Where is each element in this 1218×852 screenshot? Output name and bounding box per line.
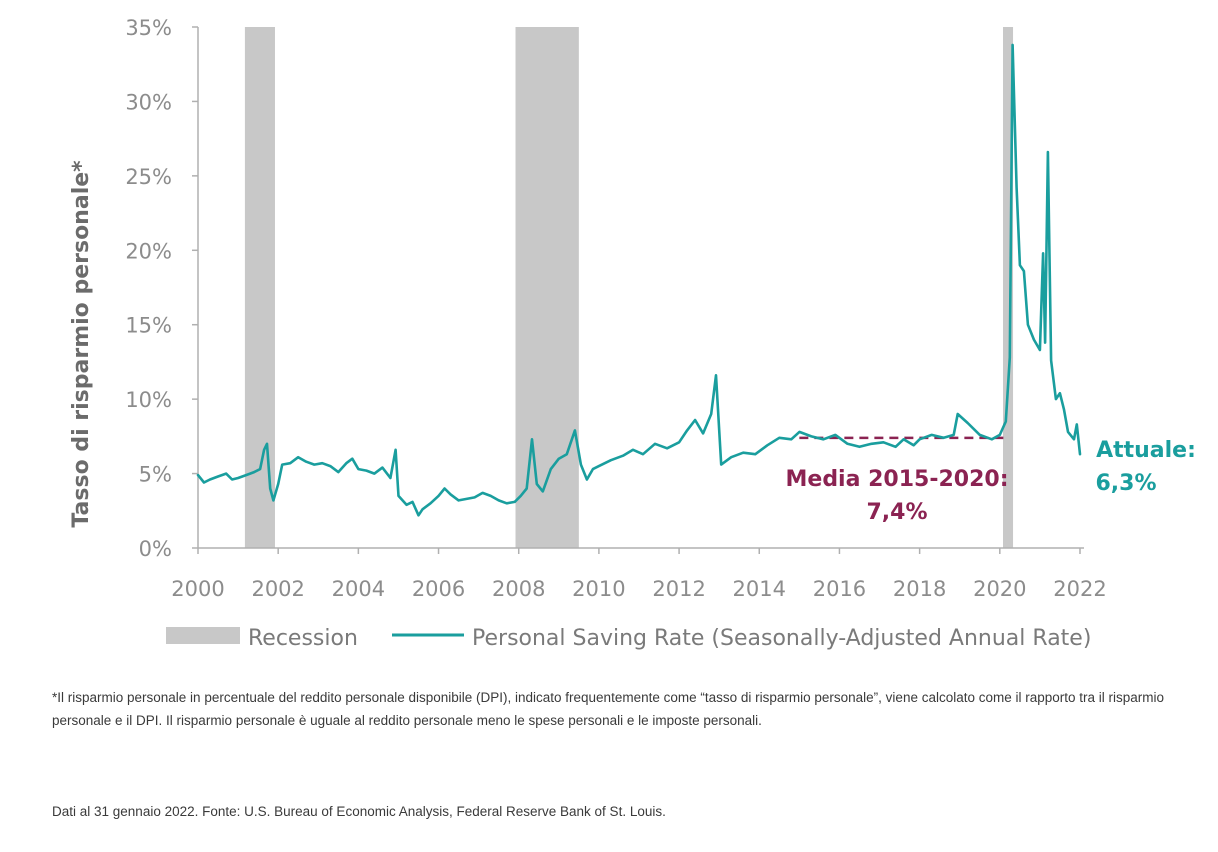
legend-saving-rate-label: Personal Saving Rate (Seasonally-Adjuste…	[472, 626, 1091, 651]
x-tick-label: 2010	[572, 577, 625, 601]
x-tick-label: 2016	[813, 577, 866, 601]
y-tick-label: 25%	[125, 165, 172, 189]
average-annotation-value: 7,4%	[866, 500, 927, 525]
y-tick-label: 35%	[125, 16, 172, 40]
y-axis-label: Tasso di risparmio personale*	[69, 160, 94, 528]
recession-bands	[244, 27, 1014, 548]
x-tick-label: 2012	[652, 577, 705, 601]
y-tick-label: 30%	[125, 90, 172, 114]
current-annotation-value: 6,3%	[1095, 471, 1156, 496]
saving-rate-chart: 0% 5% 10% 15% 20% 25% 30% 35% 2000 2002 2004 2006 20…	[69, 16, 1196, 651]
x-tick-label: 2014	[733, 577, 786, 601]
legend-recession-label: Recession	[248, 626, 358, 651]
current-annotation: Attuale: 6,3%	[1095, 438, 1195, 496]
average-annotation-label: Media 2015-2020:	[786, 467, 1009, 492]
x-tick-label: 2020	[973, 577, 1026, 601]
x-tick-label: 2022	[1053, 577, 1106, 601]
definition-footnote: *Il risparmio personale in percentuale d…	[52, 690, 1165, 728]
legend-recession-swatch	[166, 627, 240, 644]
y-tick-label: 20%	[125, 239, 172, 263]
x-tick-label: 2008	[492, 577, 545, 601]
current-annotation-label: Attuale:	[1096, 438, 1196, 463]
x-tick-label: 2006	[412, 577, 465, 601]
y-tick-label: 0%	[139, 537, 172, 561]
recession-band-2	[515, 27, 579, 548]
recession-band-1	[244, 27, 275, 548]
series-group	[196, 43, 1082, 517]
x-tick-label: 2004	[332, 577, 385, 601]
x-tick-label: 2000	[171, 577, 224, 601]
tick-labels: 0% 5% 10% 15% 20% 25% 30% 35% 2000 2002 2004 2006 20…	[125, 16, 1106, 601]
series-line-saving-rate	[196, 43, 1082, 517]
source-footnote: Dati al 31 gennaio 2022. Fonte: U.S. Bur…	[52, 804, 666, 819]
average-annotation: Media 2015-2020: 7,4%	[786, 467, 1009, 525]
legend: Recession Personal Saving Rate (Seasonal…	[166, 626, 1091, 651]
chart-axes	[192, 26, 1084, 554]
y-tick-label: 10%	[125, 388, 172, 412]
y-tick-label: 15%	[125, 314, 172, 338]
recession-band-3	[1003, 27, 1014, 548]
y-tick-label: 5%	[139, 463, 172, 487]
x-tick-label: 2018	[893, 577, 946, 601]
x-tick-label: 2002	[251, 577, 304, 601]
